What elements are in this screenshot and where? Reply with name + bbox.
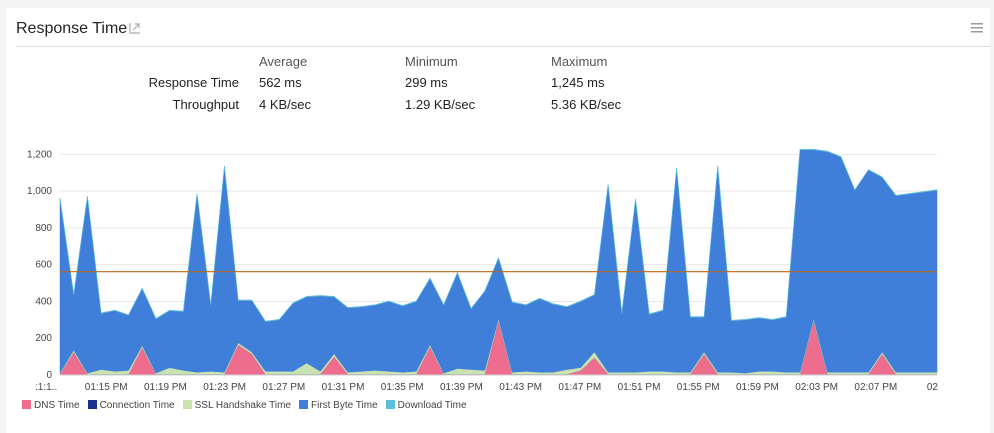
stats-value: 1.29 KB/sec — [405, 97, 476, 112]
stats-col-maximum: Maximum — [551, 54, 608, 69]
legend-swatch — [182, 400, 192, 409]
legend-label: Connection Time — [99, 400, 175, 411]
panel-title: Response Time — [16, 20, 128, 37]
x-tick-label: 01:47 PM — [558, 382, 601, 393]
legend-swatch — [298, 400, 308, 409]
stats-value: 5.36 KB/sec — [551, 97, 622, 112]
chart-legend: DNS Time Connection Time SSL Handshake Tim… — [22, 400, 475, 411]
legend-label: SSL Handshake Time — [194, 400, 291, 411]
x-tick-label: 01:39 PM — [440, 382, 483, 393]
stats-col-minimum: Minimum — [405, 54, 458, 69]
stats-col-average: Average — [259, 54, 308, 69]
x-tick-label: 01:43 PM — [499, 382, 542, 393]
legend-swatch — [385, 400, 395, 409]
y-tick-label: 1,000 — [27, 186, 52, 197]
legend-swatch — [87, 400, 97, 409]
x-tick-label: 01:27 PM — [262, 382, 305, 393]
legend-label: First Byte Time — [310, 400, 378, 411]
x-tick-label: 01:15 PM — [85, 382, 128, 393]
legend-label: DNS Time — [34, 400, 80, 411]
x-tick-label: 01:55 PM — [677, 382, 720, 393]
legend-item[interactable]: Connection Time — [87, 400, 175, 411]
stats-row-label: Response Time — [148, 75, 239, 90]
expand-chart-icon[interactable] — [128, 21, 142, 35]
response-time-chart: 0 200 400 600 800 1,000 1,200 :1:1.. 01:15 PM 01:… — [27, 148, 939, 393]
x-tick-label: :1:1.. — [35, 382, 57, 393]
x-tick-label: 01:35 PM — [381, 382, 424, 393]
x-tick-label: 01:19 PM — [144, 382, 187, 393]
stats-value: 562 ms — [259, 75, 302, 90]
stats-row-label: Throughput — [172, 97, 240, 112]
legend-swatch — [22, 400, 31, 409]
x-tick-label: 01:51 PM — [618, 382, 661, 393]
y-tick-label: 600 — [35, 260, 52, 271]
x-tick-label: 01:59 PM — [736, 382, 779, 393]
stats-value: 1,245 ms — [551, 75, 605, 90]
x-tick-label: 01:23 PM — [203, 382, 246, 393]
y-tick-label: 200 — [35, 333, 52, 344]
x-tick-label: 02:03 PM — [795, 382, 838, 393]
x-tick-label: 01:31 PM — [322, 382, 365, 393]
series-area-download-time — [59, 148, 938, 322]
y-tick-label: 1,200 — [27, 149, 52, 160]
legend-item[interactable]: First Byte Time — [298, 400, 378, 411]
legend-item[interactable]: DNS Time — [22, 400, 80, 411]
menu-icon[interactable] — [970, 22, 984, 34]
legend-item[interactable]: Download Time — [385, 400, 467, 411]
legend-label: Download Time — [397, 400, 467, 411]
x-tick-label: 02:07 PM — [854, 382, 897, 393]
x-tick-label: 02 — [927, 382, 939, 393]
stats-value: 4 KB/sec — [259, 97, 312, 112]
legend-item[interactable]: SSL Handshake Time — [182, 400, 291, 411]
y-tick-label: 400 — [35, 296, 52, 307]
stats-value: 299 ms — [405, 75, 448, 90]
y-tick-label: 800 — [35, 223, 52, 234]
panel-header: Response Time — [16, 8, 990, 47]
y-tick-label: 0 — [46, 370, 52, 381]
